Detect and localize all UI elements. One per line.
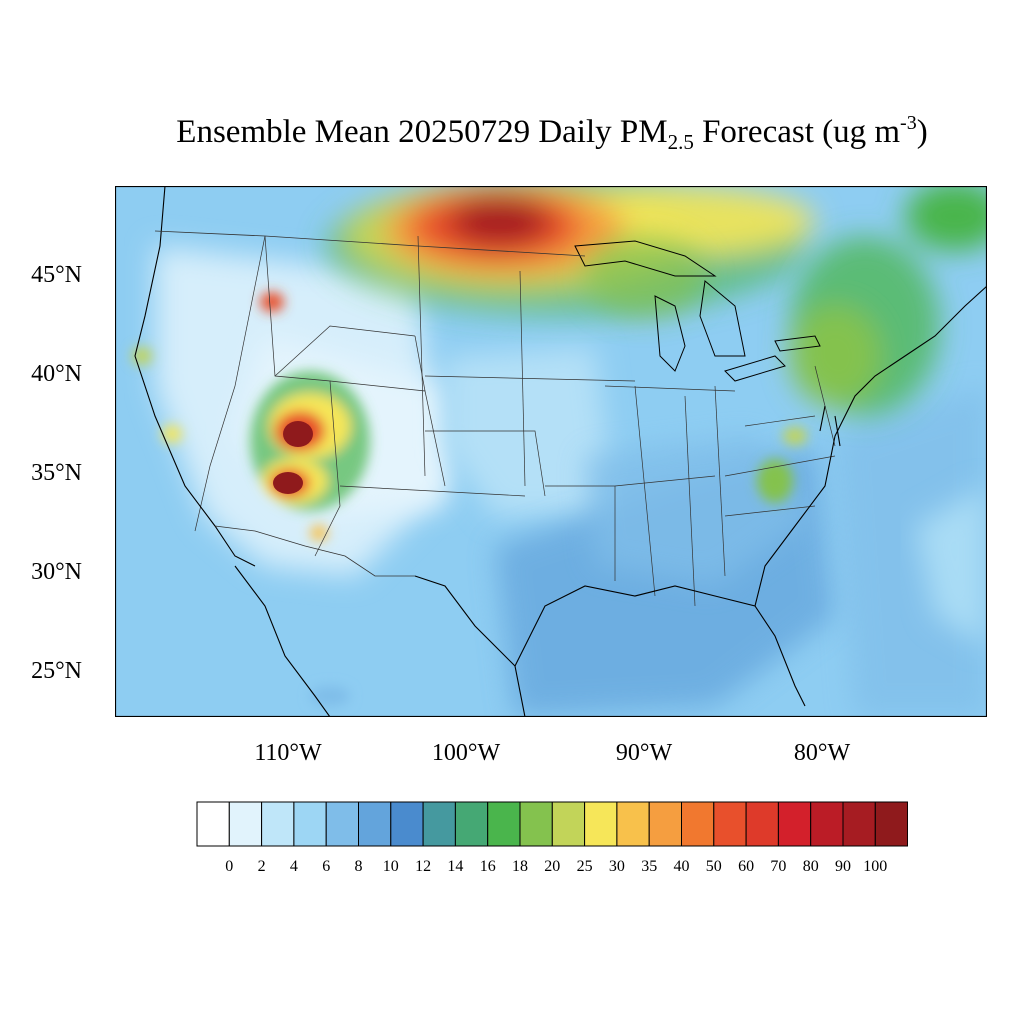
colorbar-swatch	[713, 801, 747, 847]
colorbar-label: 70	[770, 858, 787, 875]
coastline	[134, 186, 987, 717]
colorbar-swatch	[648, 801, 683, 847]
colorbar-label: 4	[289, 858, 298, 875]
canada-mexico-border	[154, 230, 586, 577]
colorbar-swatch	[325, 801, 359, 847]
state-borders	[194, 235, 836, 607]
colorbar-swatch	[358, 801, 392, 847]
carolina-smoke	[757, 459, 793, 503]
colorbar-swatch	[810, 801, 844, 847]
colorbar-swatch	[874, 801, 908, 847]
colorbar-swatch	[422, 801, 456, 847]
lat-label-40n: 40°N	[31, 361, 82, 387]
colorbar-label: 2	[257, 858, 266, 875]
map-frame	[115, 186, 987, 717]
colorbar-label: 20	[544, 858, 561, 875]
northeast-smoke	[585, 186, 987, 416]
utah-fire-core	[283, 421, 313, 447]
colorbar-label: 6	[322, 858, 331, 875]
arizona-fire-core	[273, 472, 303, 494]
new-mexico-fire	[310, 525, 328, 541]
lat-label-45n: 45°N	[31, 262, 82, 288]
colorbar-swatch	[390, 801, 424, 847]
colorbar-swatch	[777, 801, 812, 847]
colorbar-swatch	[261, 801, 295, 847]
colorbar-swatch	[196, 801, 230, 847]
colorbar-swatch	[487, 801, 521, 847]
colorbar-label: 16	[479, 858, 496, 875]
colorbar-label: 40	[673, 858, 690, 875]
colorbar-swatch	[616, 801, 650, 847]
map-title: Ensemble Mean 20250729 Daily PM2.5 Forec…	[176, 112, 928, 154]
colorbar-swatch	[228, 801, 263, 847]
lon-label-100w: 100°W	[431, 740, 501, 766]
colorbar-label: 18	[512, 858, 528, 875]
colorbar-label: 0	[225, 858, 234, 875]
canada-smoke-plume	[325, 186, 815, 316]
colorbar-label: 8	[354, 858, 363, 875]
lat-label-35n: 35°N	[31, 460, 82, 486]
colorbar-label: 14	[447, 858, 464, 875]
pm25-map	[115, 186, 987, 717]
lat-label-25n: 25°N	[31, 658, 82, 684]
colorbar-label: 12	[415, 858, 432, 875]
colorbar-label: 100	[863, 858, 888, 875]
colorbar	[196, 801, 908, 847]
colorbar-swatch	[842, 801, 876, 847]
colorbar-label: 30	[608, 858, 625, 875]
colorbar-swatch	[681, 801, 715, 847]
colorbar-label: 35	[641, 858, 658, 875]
colorbar-swatch	[293, 801, 327, 847]
colorbar-swatch	[454, 801, 489, 847]
idaho-fire	[260, 292, 284, 312]
lon-label-80w: 80°W	[793, 740, 851, 766]
colorbar-swatch	[745, 801, 779, 847]
colorbar-swatch	[519, 801, 553, 847]
colorbar-label: 10	[382, 858, 399, 875]
lat-label-30n: 30°N	[31, 559, 82, 585]
colorbar-label: 25	[576, 858, 593, 875]
colorbar-label: 80	[802, 858, 819, 875]
lon-label-90w: 90°W	[615, 740, 673, 766]
colorbar-label: 50	[705, 858, 722, 875]
colorbar-label: 90	[835, 858, 851, 875]
lon-label-110w: 110°W	[254, 740, 322, 766]
colorbar-label: 60	[738, 858, 755, 875]
great-lakes	[574, 240, 821, 382]
colorbar-swatch	[584, 801, 618, 847]
colorbar-swatch	[551, 801, 586, 847]
